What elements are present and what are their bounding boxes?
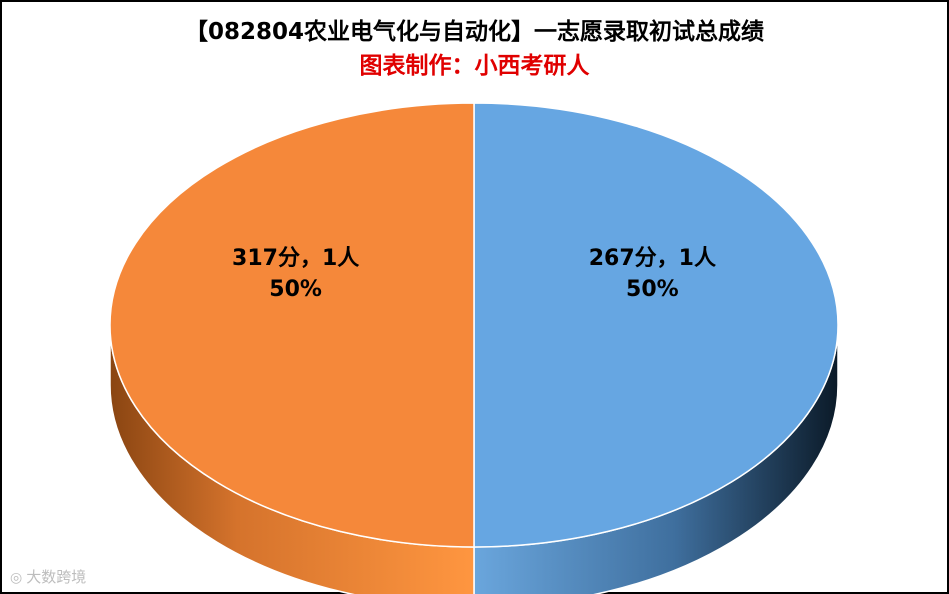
- pie-labels: 267分，1人 50% 317分，1人 50%: [232, 246, 716, 302]
- chart-subtitle: 图表制作：小西考研人: [359, 53, 590, 79]
- pie-slice-267: [473, 102, 839, 548]
- chart-title: 【082804农业电气化与自动化】一志愿录取初试总成绩: [184, 19, 765, 45]
- pie-label-267: 267分，1人: [589, 246, 716, 271]
- pie-percent-267: 50%: [626, 277, 679, 302]
- camera-icon: ◎: [10, 570, 23, 586]
- pie-top-faces: [109, 102, 839, 548]
- pie-slice-317: [109, 102, 475, 548]
- pie-percent-317: 50%: [269, 277, 322, 302]
- watermark: ◎ 大数跨境: [10, 566, 86, 587]
- pie-label-317: 317分，1人: [232, 246, 359, 271]
- watermark-text: 大数跨境: [26, 568, 87, 586]
